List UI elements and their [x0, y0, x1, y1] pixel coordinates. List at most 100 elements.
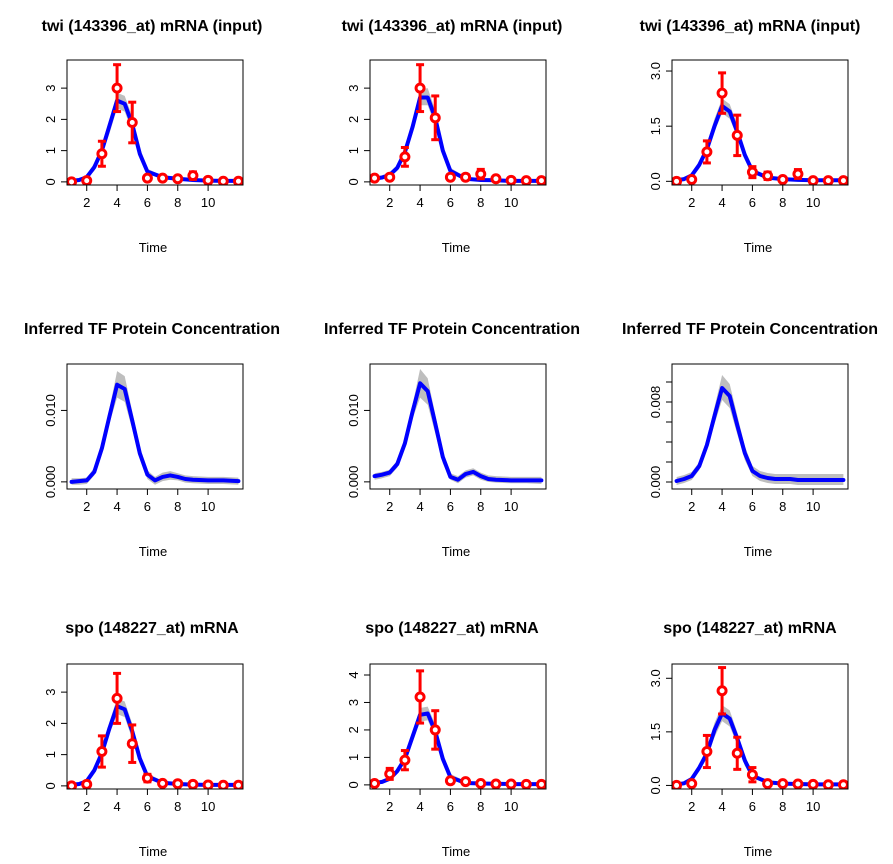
panel-3-2-data-point [429, 724, 441, 736]
panel-3-1: spo (148227_at) mRNA 2 4 6 8 10 0 1 2 3 Time [43, 620, 244, 859]
panel-1-2-mean-line [372, 95, 544, 183]
panel-2-1-x-tick-label: 6 [144, 499, 151, 514]
panel-1-3-data-point [822, 175, 834, 185]
panel-3-2-x-tick-label: 6 [447, 799, 454, 814]
panel-3-2-data-point [370, 778, 381, 789]
panel-3-2-data-point [520, 778, 532, 789]
panel-1-3-data-point [701, 146, 713, 158]
panel-3-3-y-tick-label: 0.0 [648, 776, 663, 794]
panel-3-3-data-point [716, 685, 728, 697]
panel-3-3-x-tick-label: 4 [718, 799, 725, 814]
panel-1-3-title: twi (143396_at) mRNA (input) [640, 18, 861, 35]
panel-1-2-y-tick-label: 3 [346, 85, 361, 92]
panel-3-1-x-tick-label: 10 [201, 799, 215, 814]
panel-1-2-data-point [414, 82, 426, 94]
panel-3-1-x-tick-label: 4 [113, 799, 120, 814]
panel-3-3-frame [671, 663, 849, 790]
panel-1-1-x-tick-label: 2 [83, 195, 90, 210]
panel-1-1-x-tick-label: 8 [174, 195, 181, 210]
panel-2-2-frame [369, 363, 547, 490]
panel-1-3-x-axis-label: Time [744, 240, 772, 255]
panel-3-3-x-tick-label: 8 [779, 799, 786, 814]
panel-2-3-frame [671, 363, 849, 490]
panel-3-2-data-point [384, 768, 396, 780]
panel-1-1-y-tick-label: 1 [43, 147, 58, 154]
panel-1-2-frame [369, 59, 547, 186]
panel-2-1-title: Inferred TF Protein Concentration [24, 321, 280, 338]
panel-2-2-x-axis-label: Time [442, 544, 470, 559]
panel-3-3-data-point [777, 778, 789, 789]
panel-3-3-data-point [701, 746, 713, 757]
panel-1-3-data-point [716, 87, 728, 99]
panel-3-1-data-point [81, 778, 93, 789]
panel-1-3-y-tick-label: 1.5 [648, 117, 663, 135]
panel-1-3-frame [671, 59, 849, 186]
panel-3-1-title: spo (148227_at) mRNA [65, 620, 239, 637]
panel-1-1-y-tick-label: 2 [43, 116, 58, 123]
panel-1-3-data-point [837, 175, 848, 185]
panel-1-3-x-tick-label: 8 [779, 195, 786, 210]
panel-3-2-mean-line [372, 711, 544, 787]
panel-1-2-data-point [535, 175, 546, 185]
panel-3-1-data-point [67, 780, 78, 789]
panel-3-1-data-point [141, 772, 153, 784]
panel-1-1-data-point [172, 173, 184, 185]
panel-3-3-confidence-band [676, 705, 844, 786]
panel-1-3-data-point [807, 175, 819, 185]
panel-3-2-y-tick-label: 2 [346, 726, 361, 733]
panel-1-2-x-tick-label: 2 [386, 195, 393, 210]
panel-3-3-x-tick-label: 6 [749, 799, 756, 814]
panel-2-3-x-tick-label: 8 [779, 499, 786, 514]
panel-3-2-data-point [490, 778, 502, 789]
panel-3-3-x-tick-label: 2 [688, 799, 695, 814]
panel-1-2-data-point [520, 175, 532, 185]
panel-1-3-x-tick-label: 6 [749, 195, 756, 210]
panel-2-1-y-tick-label: 0.000 [43, 466, 58, 499]
panel-3-1-x-axis-label: Time [139, 844, 167, 859]
panel-1-2-x-tick-label: 4 [416, 195, 423, 210]
panel-1-1-data-point [157, 172, 169, 184]
panel-1-1-data-point [96, 148, 108, 160]
panel-2-2-x-tick-label: 10 [504, 499, 518, 514]
panel-3-1-data-point [157, 777, 169, 789]
panel-1-3-data-point [672, 175, 683, 185]
panel-2-3-x-tick-label: 4 [718, 499, 725, 514]
panel-1-2-y-tick-label: 1 [346, 147, 361, 154]
panel-3-1-data-point [126, 738, 138, 750]
panel-1-2-data-point [490, 173, 502, 185]
panel-1-1-y-tick-label: 3 [43, 85, 58, 92]
panel-3-3-x-axis-label: Time [744, 844, 772, 859]
panel-1-1-title: twi (143396_at) mRNA (input) [42, 18, 263, 35]
panel-3-1-data-point [217, 779, 229, 789]
panel-1-3-confidence-band [676, 98, 844, 182]
panel-3-1-y-tick-label: 1 [43, 751, 58, 758]
panel-3-3-data-point [731, 747, 743, 759]
panel-2-1-x-tick-label: 4 [113, 499, 120, 514]
panel-2-3: Inferred TF Protein Concentration 2 4 6 8 10 0… [622, 321, 878, 559]
panel-3-3-title: spo (148227_at) mRNA [663, 620, 837, 637]
panel-2-1-x-axis-label: Time [139, 544, 167, 559]
panel-2-2-confidence-band [374, 369, 542, 484]
panel-3-3: spo (148227_at) mRNA 2 4 6 8 10 0.0 1.5 3.0 Time [648, 620, 849, 859]
panel-1-1-x-tick-label: 10 [201, 195, 215, 210]
panel-1-3-data-point [792, 168, 804, 180]
panel-1-3-data-point [686, 173, 698, 185]
panel-3-2-y-tick-label: 4 [346, 671, 361, 678]
panel-2-1-mean-line [69, 382, 241, 484]
panel-1-2-data-point [429, 112, 441, 124]
panel-2-2-y-tick-label: 0.010 [346, 394, 361, 427]
panel-3-1-data-point [172, 778, 184, 789]
panel-3-3-data-point [807, 778, 819, 789]
panel-1-1-confidence-band [71, 92, 239, 182]
panel-2-2-title: Inferred TF Protein Concentration [324, 321, 580, 338]
panel-3-1-data-point [202, 779, 214, 789]
panel-1-1-data-point [187, 170, 199, 182]
panel-3-3-y-tick-label: 3.0 [648, 669, 663, 687]
panel-1-1-y-tick-label: 0 [43, 178, 58, 185]
panel-2-1-x-tick-label: 2 [83, 499, 90, 514]
panel-3-3-data-point [792, 778, 804, 789]
panel-1-1: twi (143396_at) mRNA (input) 2 4 6 8 10 0 1 2 3 Ti… [42, 18, 263, 255]
panel-3-2-x-tick-label: 4 [416, 799, 423, 814]
panel-1-1-data-point [81, 175, 93, 185]
